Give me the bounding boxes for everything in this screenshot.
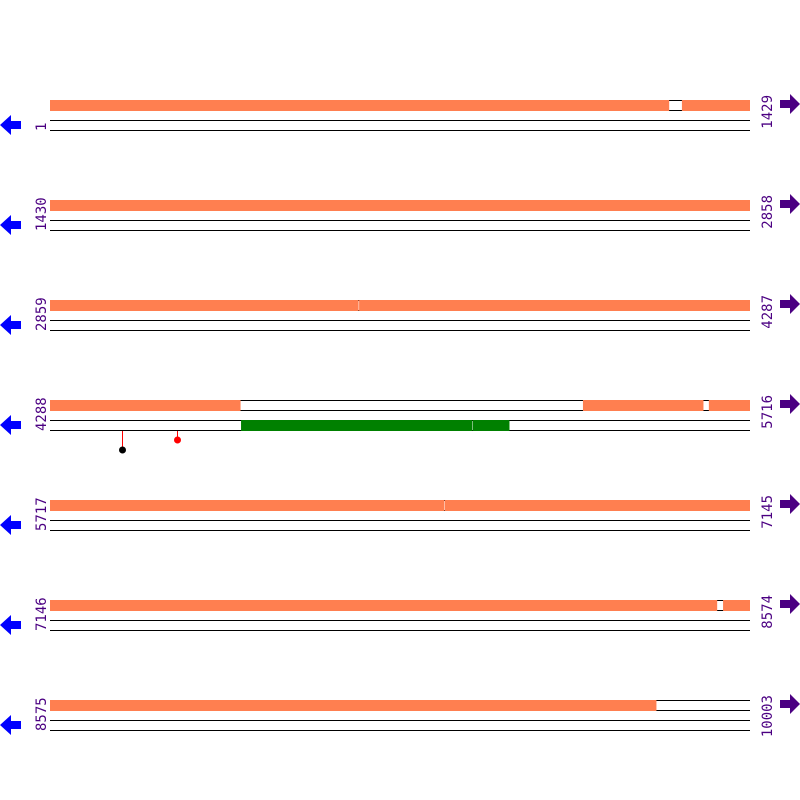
- arrow-right-icon[interactable]: [780, 194, 800, 214]
- track-row: 2859 4287: [0, 294, 800, 335]
- row-end-label: 4287: [760, 295, 776, 329]
- row-end-label: 2858: [760, 195, 776, 229]
- row-start-label: 1430: [34, 197, 50, 231]
- coverage-segment: [50, 500, 445, 511]
- row-end-label: 10003: [760, 695, 776, 737]
- coverage-segment: [50, 400, 241, 411]
- coverage-segment: [582, 400, 704, 411]
- arrow-right-icon[interactable]: [780, 294, 800, 314]
- row-start-label: 7146: [34, 597, 50, 631]
- coverage-segment: [444, 500, 750, 511]
- track-row: 4288 5716: [0, 394, 800, 454]
- track-row: 5717 7145: [0, 494, 800, 535]
- coverage-segment: [723, 600, 750, 611]
- track-row: 1 1429: [0, 94, 800, 135]
- track-row: 8575 10003: [0, 694, 800, 737]
- row-end-label: 7145: [760, 495, 776, 529]
- arrow-right-icon[interactable]: [780, 594, 800, 614]
- arrow-left-icon[interactable]: [0, 415, 21, 435]
- row-start-label: 1: [34, 123, 50, 131]
- marker-dot[interactable]: [174, 436, 181, 444]
- row-end-label: 5716: [760, 395, 776, 429]
- arrow-left-icon[interactable]: [0, 515, 21, 535]
- arrow-left-icon[interactable]: [0, 315, 21, 335]
- arrow-right-icon[interactable]: [780, 694, 800, 714]
- coverage-segment: [359, 300, 750, 311]
- coverage-segment: [50, 700, 657, 711]
- arrow-left-icon[interactable]: [0, 115, 21, 135]
- coverage-segment: [50, 200, 750, 211]
- coverage-segment: [50, 600, 718, 611]
- track-row: 1430 2858: [0, 194, 800, 235]
- row-start-label: 4288: [34, 397, 50, 431]
- arrow-right-icon[interactable]: [780, 394, 800, 414]
- arrow-left-icon[interactable]: [0, 715, 21, 735]
- feature-segment[interactable]: [472, 420, 510, 431]
- coverage-segment: [681, 100, 750, 111]
- arrow-left-icon[interactable]: [0, 215, 21, 235]
- track-row: 7146 8574: [0, 594, 800, 635]
- arrow-left-icon[interactable]: [0, 615, 21, 635]
- marker-dot[interactable]: [119, 446, 126, 454]
- arrow-right-icon[interactable]: [780, 94, 800, 114]
- coverage-segment: [50, 100, 670, 111]
- row-end-label: 8574: [760, 595, 776, 629]
- row-start-label: 8575: [34, 697, 50, 731]
- row-end-label: 1429: [760, 95, 776, 129]
- feature-segment[interactable]: [241, 420, 473, 431]
- row-start-label: 5717: [34, 497, 50, 531]
- arrow-right-icon[interactable]: [780, 494, 800, 514]
- coverage-segment: [50, 300, 359, 311]
- coverage-segment: [708, 400, 750, 411]
- row-start-label: 2859: [34, 297, 50, 331]
